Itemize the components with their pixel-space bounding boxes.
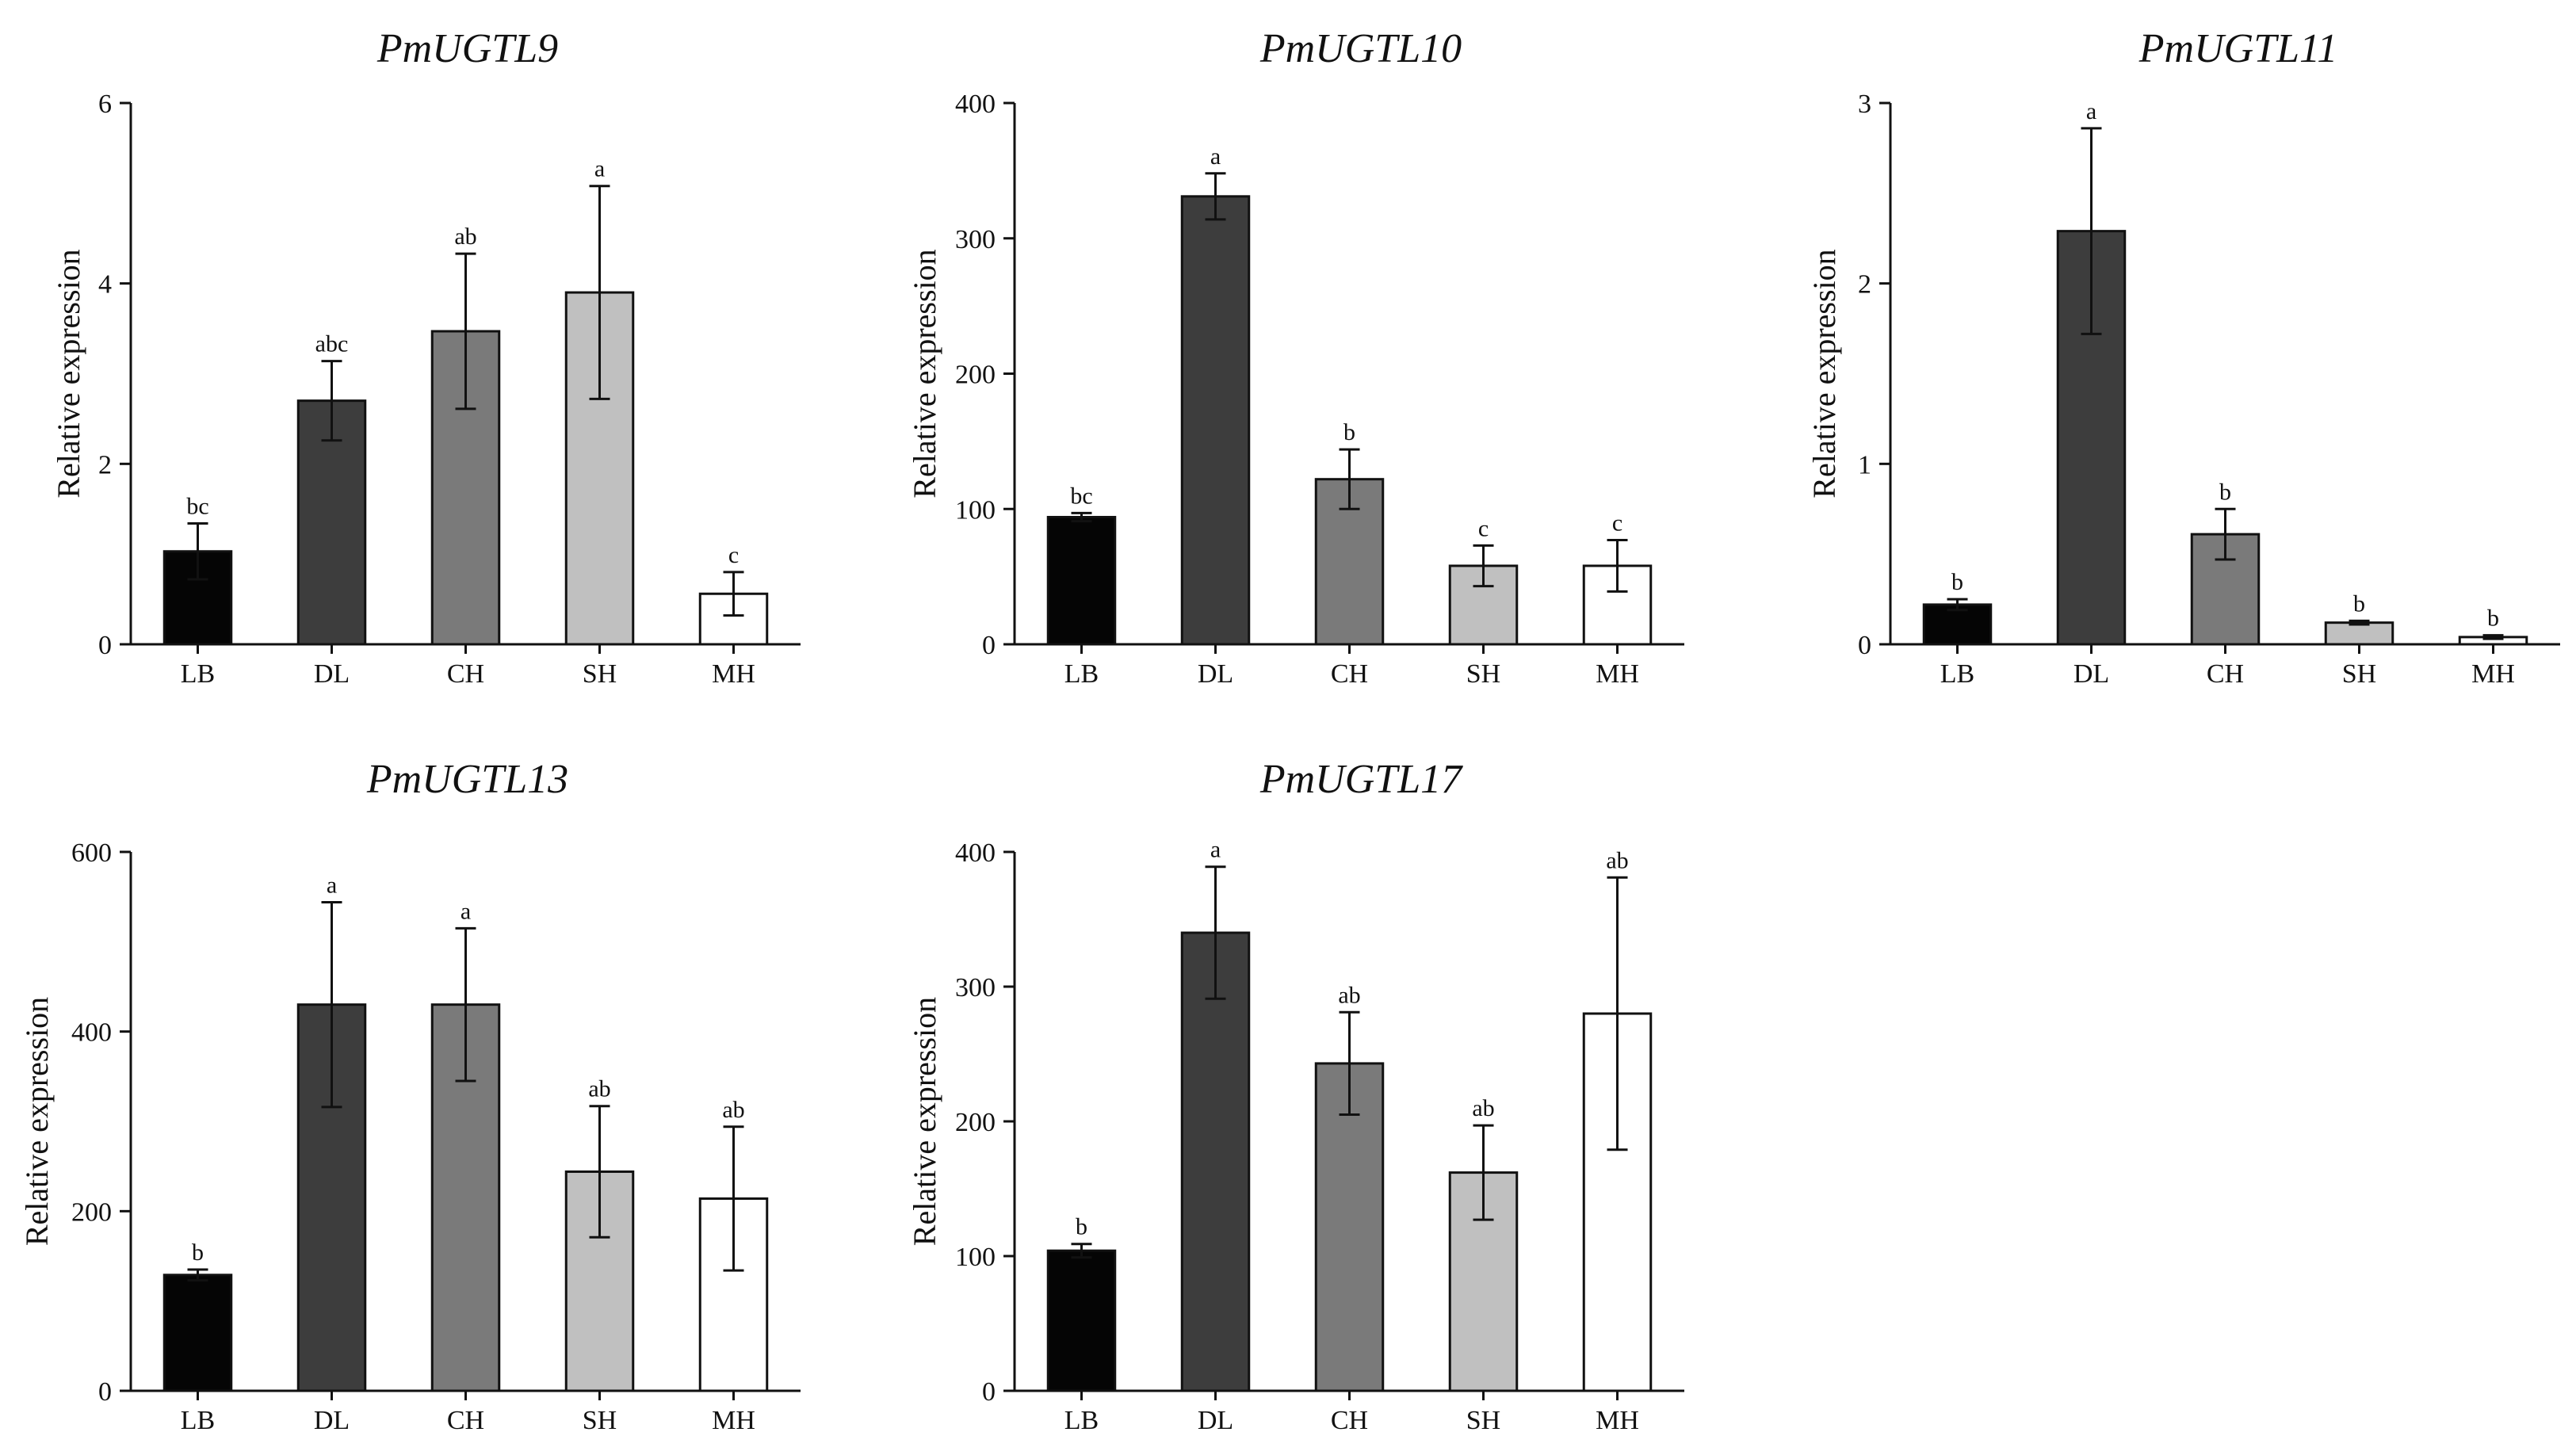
x-tick-label-CH: CH [2207, 659, 2244, 689]
y-tick-label: 600 [71, 838, 112, 868]
y-tick-label: 2 [98, 450, 112, 479]
x-tick-label-CH: CH [447, 1406, 484, 1435]
bar-DL [1180, 195, 1251, 646]
y-tick-label: 3 [1858, 90, 1871, 119]
x-tick-label-CH: CH [447, 659, 484, 689]
y-tick-label: 4 [98, 270, 112, 300]
chart-panel-PmUGTL17: PmUGTL17 Relative expression 0 100 200 300 400… [907, 757, 1684, 1435]
y-tick-label: 2 [1858, 270, 1871, 300]
y-tick-label: 400 [955, 90, 996, 119]
y-axis-label: Relative expression [1806, 249, 1842, 498]
y-tick-label: 0 [98, 631, 112, 660]
significance-label-MH: c [728, 542, 739, 568]
significance-label-DL: a [2086, 98, 2096, 124]
bar-DL [1180, 931, 1251, 1392]
significance-label-DL: a [1210, 143, 1221, 170]
x-tick-label-LB: LB [1064, 659, 1099, 689]
significance-label-CH: ab [1338, 982, 1360, 1008]
significance-label-CH: ab [454, 223, 476, 250]
chart-panel-PmUGTL13: PmUGTL13 Relative expression 0 200 400 600 b LB… [19, 757, 801, 1435]
significance-label-MH: c [1612, 510, 1622, 537]
x-tick-label-MH: MH [1596, 659, 1639, 689]
significance-label-LB: b [1951, 569, 1963, 595]
bar-LB [1922, 603, 1993, 646]
significance-label-DL: a [1210, 837, 1221, 863]
chart-panel-PmUGTL10: PmUGTL10 Relative expression 0 100 200 300 400… [907, 26, 1684, 689]
x-tick-label-SH: SH [1466, 659, 1500, 689]
x-tick-label-LB: LB [181, 1406, 215, 1435]
y-tick-label: 200 [955, 361, 996, 390]
y-axis-label: Relative expression [907, 249, 942, 498]
bar-SH [2324, 621, 2394, 646]
significance-label-CH: b [2219, 479, 2231, 505]
significance-label-MH: b [2487, 605, 2499, 632]
y-tick-label: 300 [955, 973, 996, 1002]
x-tick-label-SH: SH [1466, 1406, 1500, 1435]
significance-label-DL: a [327, 872, 337, 898]
chart-title: PmUGTL11 [2138, 26, 2337, 71]
x-tick-label-MH: MH [712, 659, 755, 689]
x-tick-label-DL: DL [314, 1406, 350, 1435]
y-tick-label: 6 [98, 90, 112, 119]
significance-label-LB: b [1076, 1214, 1087, 1240]
y-tick-label: 300 [955, 225, 996, 254]
x-tick-label-SH: SH [583, 1406, 617, 1435]
chart-title: PmUGTL9 [376, 26, 558, 71]
y-tick-label: 200 [71, 1197, 112, 1227]
bar-CH [1314, 1062, 1385, 1392]
x-tick-label-SH: SH [2342, 659, 2376, 689]
bar-LB [1046, 1249, 1117, 1392]
x-tick-label-LB: LB [1940, 659, 1974, 689]
significance-label-MH: ab [1606, 847, 1628, 873]
bar-LB [1046, 515, 1117, 646]
y-axis-label: Relative expression [19, 997, 55, 1246]
significance-label-SH: ab [1472, 1095, 1494, 1121]
y-tick-label: 100 [955, 495, 996, 525]
y-tick-label: 400 [71, 1018, 112, 1048]
bar-MH [698, 592, 769, 646]
y-tick-label: 0 [1858, 631, 1871, 660]
significance-label-LB: b [192, 1239, 204, 1266]
significance-label-SH: ab [588, 1076, 610, 1102]
significance-label-CH: a [461, 898, 471, 924]
y-tick-label: 200 [955, 1108, 996, 1137]
y-tick-label: 100 [955, 1243, 996, 1272]
significance-label-LB: bc [1070, 483, 1092, 509]
x-tick-label-DL: DL [1198, 1406, 1233, 1435]
significance-label-SH: b [2353, 590, 2365, 617]
significance-label-SH: c [1478, 515, 1489, 541]
y-tick-label: 0 [982, 631, 996, 660]
x-tick-label-DL: DL [314, 659, 350, 689]
significance-label-LB: bc [186, 493, 208, 519]
chart-title: PmUGTL10 [1259, 26, 1462, 71]
x-tick-label-DL: DL [2073, 659, 2109, 689]
x-tick-label-SH: SH [583, 659, 617, 689]
x-tick-label-MH: MH [712, 1406, 755, 1435]
chart-title: PmUGTL13 [366, 757, 568, 802]
chart-panel-PmUGTL11: PmUGTL11 Relative expression 0 1 2 3 b LB a DL b CH… [1806, 26, 2560, 689]
bar-LB [162, 1274, 233, 1392]
x-tick-label-CH: CH [1331, 659, 1368, 689]
chart-title: PmUGTL17 [1259, 757, 1463, 802]
y-axis-label: Relative expression [907, 997, 942, 1246]
x-tick-label-CH: CH [1331, 1406, 1368, 1435]
x-tick-label-LB: LB [181, 659, 215, 689]
y-axis-label: Relative expression [51, 249, 86, 498]
y-tick-label: 1 [1858, 450, 1871, 479]
significance-label-SH: a [594, 156, 605, 182]
x-tick-label-LB: LB [1064, 1406, 1099, 1435]
y-tick-label: 0 [98, 1377, 112, 1407]
x-tick-label-MH: MH [1596, 1406, 1639, 1435]
y-tick-label: 0 [982, 1377, 996, 1407]
significance-label-DL: abc [315, 331, 349, 357]
significance-label-CH: b [1343, 419, 1355, 445]
y-tick-label: 400 [955, 838, 996, 868]
x-tick-label-DL: DL [1198, 659, 1233, 689]
x-tick-label-MH: MH [2471, 659, 2515, 689]
significance-label-MH: ab [722, 1097, 744, 1123]
